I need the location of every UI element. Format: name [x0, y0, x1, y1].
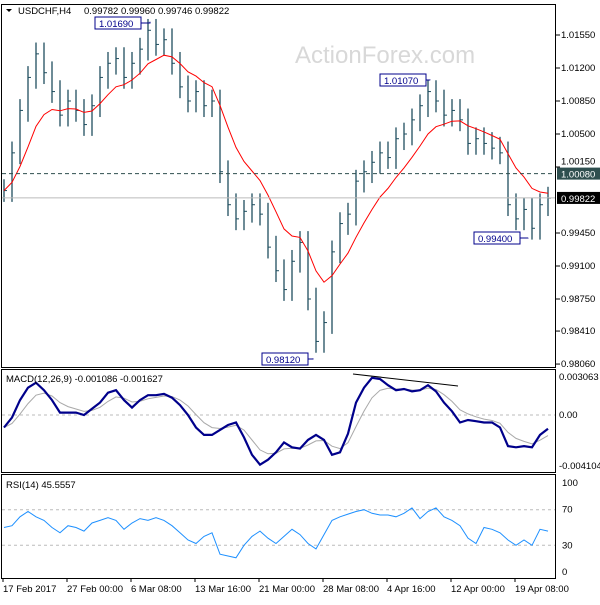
x-tick-label: 28 Mar 08:00: [323, 584, 379, 595]
y-tick-label: 1.01550: [561, 30, 595, 41]
rsi-tick-label: 70: [562, 505, 573, 516]
annotation-label: 0.98120: [266, 355, 300, 366]
y-tick-label: 1.01200: [561, 63, 595, 74]
x-tick-label: 17 Feb 2017: [3, 584, 56, 595]
annotation-label: 1.01690: [99, 19, 133, 30]
rsi-tick-label: 0: [562, 567, 567, 578]
x-tick-label: 12 Apr 00:00: [451, 584, 505, 595]
rsi-tick-label: 30: [562, 540, 573, 551]
rsi-title: RSI(14) 45.5557: [6, 480, 76, 491]
x-tick-label: 27 Feb 00:00: [67, 584, 123, 595]
macd-tick-label: -0.004104: [559, 461, 600, 472]
y-tick-label: 0.98060: [561, 359, 595, 370]
y-tick-label: 0.98410: [561, 326, 595, 337]
symbol-label: USDCHF,H4: [18, 6, 71, 17]
x-tick-label: 13 Mar 16:00: [195, 584, 251, 595]
level-price-label: 1.00080: [561, 170, 595, 181]
x-tick-label: 19 Apr 08:00: [515, 584, 569, 595]
y-tick-label: 0.99100: [561, 261, 595, 272]
y-tick-label: 0.98750: [561, 294, 595, 305]
rsi-tick-label: 100: [562, 478, 578, 489]
macd-title: MACD(12,26,9) -0.001086 -0.001627: [6, 374, 163, 385]
x-tick-label: 21 Mar 00:00: [259, 584, 315, 595]
annotation-label: 1.01070: [384, 76, 418, 87]
last-price-label: 0.99822: [561, 194, 595, 205]
annotation-label: 0.99400: [478, 234, 512, 245]
y-tick-label: 0.99450: [561, 228, 595, 239]
rsi-panel: [2, 475, 556, 579]
y-tick-label: 1.00850: [561, 96, 595, 107]
x-tick-label: 6 Mar 08:00: [131, 584, 182, 595]
x-tick-label: 4 Apr 16:00: [387, 584, 436, 595]
macd-tick-label: 0.003063: [559, 372, 599, 383]
watermark: ActionForex.com: [295, 42, 475, 69]
macd-tick-label: 0.00: [559, 410, 578, 421]
y-tick-label: 1.00150: [561, 157, 595, 168]
ohlc-label: 0.99782 0.99960 0.99746 0.99822: [84, 6, 229, 17]
y-tick-label: 1.00500: [561, 129, 595, 140]
